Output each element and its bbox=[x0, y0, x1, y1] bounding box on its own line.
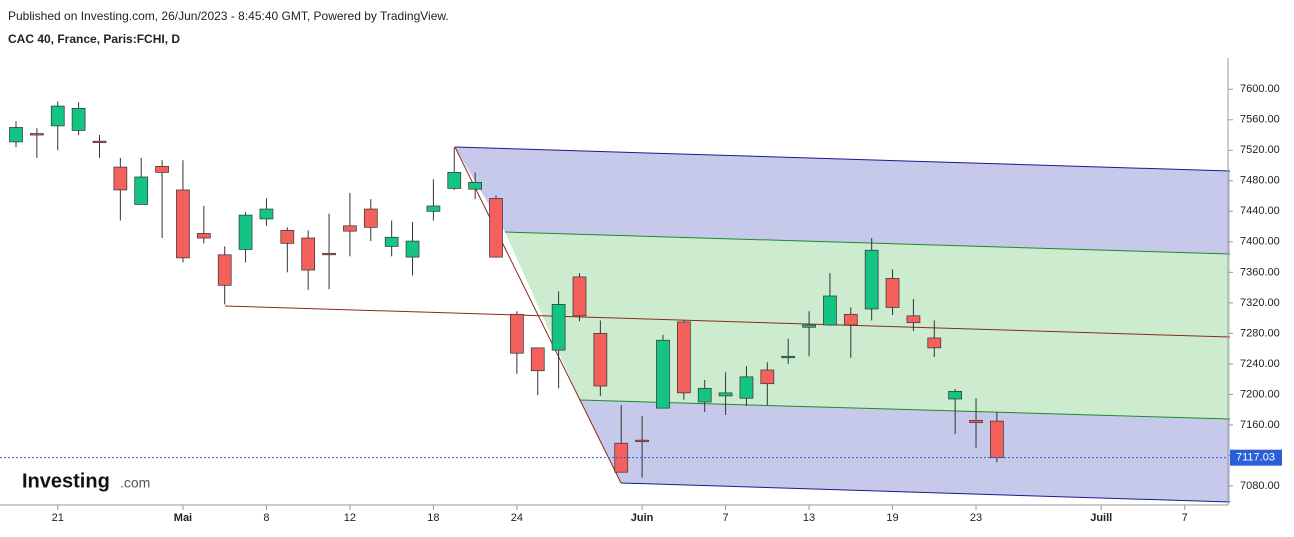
candle-body bbox=[405, 240, 420, 258]
candle-body bbox=[718, 392, 733, 397]
candle-body bbox=[238, 214, 253, 250]
candle-body bbox=[384, 236, 399, 247]
pitchfork bbox=[224, 146, 1231, 503]
pitchfork-line bbox=[504, 231, 1231, 255]
y-tick-label: 7600.00 bbox=[1240, 83, 1280, 95]
candle-body bbox=[113, 166, 128, 191]
candle-body bbox=[343, 225, 357, 232]
candle-body bbox=[155, 165, 169, 173]
logo-suffix: .com bbox=[120, 475, 150, 491]
candle-body bbox=[468, 181, 482, 190]
y-tick-label: 7320.00 bbox=[1240, 297, 1280, 309]
candle-body bbox=[656, 339, 670, 409]
x-tick-label: 18 bbox=[427, 512, 439, 524]
x-tick-label: 7 bbox=[723, 512, 729, 524]
candle-body bbox=[510, 313, 524, 354]
x-tick-label: 13 bbox=[803, 512, 815, 524]
pitchfork-upper-zone bbox=[455, 147, 1230, 254]
candle-body bbox=[676, 321, 691, 394]
symbol-title: CAC 40, France, Paris:FCHI, D bbox=[8, 32, 180, 46]
candle-body bbox=[50, 105, 65, 127]
candle-body bbox=[217, 254, 232, 286]
y-tick-label: 7440.00 bbox=[1240, 205, 1280, 217]
x-tick-label: 7 bbox=[1182, 512, 1188, 524]
last-price-label: 7117.03 bbox=[1236, 452, 1275, 464]
candle-body bbox=[426, 205, 441, 212]
candle-body bbox=[134, 176, 149, 205]
candle-body bbox=[572, 276, 587, 317]
candle-body bbox=[885, 278, 900, 308]
candle-body bbox=[697, 387, 712, 403]
candle-body bbox=[489, 198, 503, 258]
x-tick-label: Juin bbox=[631, 512, 654, 524]
x-tick-label: 8 bbox=[263, 512, 269, 524]
candle-body bbox=[9, 127, 23, 143]
candle-body bbox=[760, 369, 775, 385]
candle-body bbox=[948, 390, 963, 400]
candle-body bbox=[823, 295, 837, 326]
candle-body bbox=[92, 140, 107, 144]
y-tick-label: 7200.00 bbox=[1240, 388, 1280, 400]
x-tick-label: 19 bbox=[886, 512, 898, 524]
last-price-box bbox=[1230, 449, 1282, 466]
candle-body bbox=[301, 237, 316, 271]
x-tick-label: Mai bbox=[174, 512, 192, 524]
candle-body bbox=[781, 355, 796, 359]
y-tick-label: 7360.00 bbox=[1240, 266, 1280, 278]
y-tick-label: 7560.00 bbox=[1240, 114, 1280, 126]
pitchfork-line bbox=[579, 399, 1231, 420]
x-tick-label: Juill bbox=[1090, 512, 1112, 524]
x-tick-label: 23 bbox=[970, 512, 982, 524]
candle-body bbox=[843, 313, 858, 326]
x-tick-label: 12 bbox=[344, 512, 356, 524]
candle-body bbox=[322, 252, 336, 256]
y-tick-label: 7160.00 bbox=[1240, 419, 1280, 431]
candle-body bbox=[30, 133, 44, 136]
candle-body bbox=[176, 189, 190, 259]
candle-body bbox=[447, 172, 462, 189]
y-tick-label: 7280.00 bbox=[1240, 327, 1280, 339]
x-tick-label: 24 bbox=[511, 512, 523, 524]
candle-body bbox=[635, 439, 649, 443]
candle-body bbox=[864, 249, 879, 310]
candle-body bbox=[280, 230, 295, 244]
candle-body bbox=[739, 376, 754, 399]
y-tick-label: 7520.00 bbox=[1240, 144, 1280, 156]
x-tick-label: 21 bbox=[52, 512, 64, 524]
candle-body bbox=[551, 304, 566, 351]
candle-body bbox=[802, 324, 816, 328]
candle-body bbox=[363, 208, 378, 228]
candle-body bbox=[530, 347, 545, 372]
candle-body bbox=[990, 420, 1004, 459]
candle-body bbox=[259, 208, 274, 220]
candle-body bbox=[593, 333, 608, 387]
candle-body bbox=[196, 233, 211, 239]
y-tick-label: 7240.00 bbox=[1240, 358, 1280, 370]
pitchfork-upper-line bbox=[454, 146, 1231, 172]
candle-body bbox=[906, 315, 921, 324]
candle-body bbox=[71, 107, 86, 131]
candle-body bbox=[969, 419, 983, 423]
pitchfork-lower-line bbox=[620, 482, 1231, 503]
pitchfork-median bbox=[224, 305, 1231, 338]
candle-body bbox=[927, 337, 942, 349]
pitchfork-handle bbox=[454, 146, 622, 484]
logo-brand: Investing bbox=[22, 470, 110, 492]
y-tick-label: 7080.00 bbox=[1240, 480, 1280, 492]
pitchfork-lower-zone bbox=[580, 400, 1230, 502]
y-tick-label: 7400.00 bbox=[1240, 236, 1280, 248]
published-note: Published on Investing.com, 26/Jun/2023 … bbox=[8, 9, 449, 23]
y-tick-label: 7480.00 bbox=[1240, 175, 1280, 187]
